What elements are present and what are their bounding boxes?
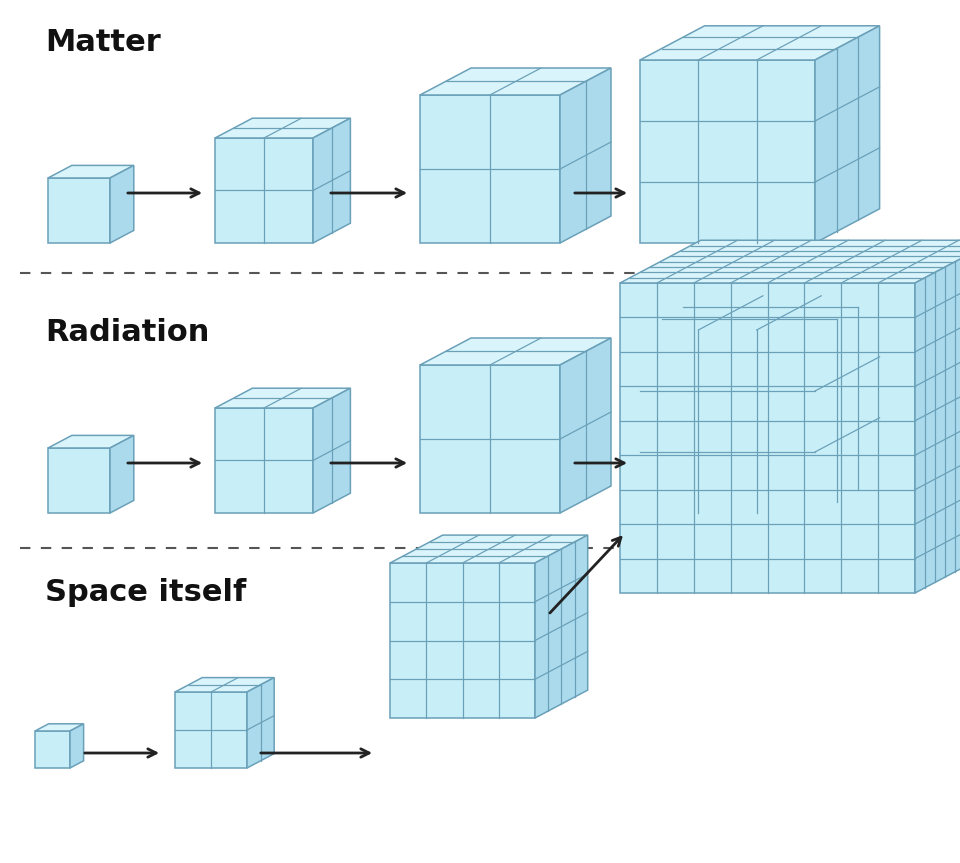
Polygon shape: [535, 535, 588, 718]
Polygon shape: [215, 118, 350, 138]
Polygon shape: [35, 731, 70, 768]
Polygon shape: [420, 338, 611, 365]
Polygon shape: [420, 68, 611, 95]
Polygon shape: [640, 296, 879, 330]
Polygon shape: [48, 448, 110, 513]
Polygon shape: [110, 166, 133, 243]
Polygon shape: [620, 283, 915, 593]
Polygon shape: [620, 240, 960, 283]
Polygon shape: [420, 95, 560, 243]
Polygon shape: [390, 563, 535, 718]
Polygon shape: [313, 388, 350, 513]
Text: Space itself: Space itself: [45, 578, 247, 607]
Polygon shape: [247, 677, 275, 768]
Polygon shape: [48, 436, 133, 448]
Polygon shape: [70, 724, 84, 768]
Polygon shape: [640, 26, 879, 60]
Polygon shape: [640, 330, 815, 513]
Polygon shape: [390, 535, 588, 563]
Text: Matter: Matter: [45, 28, 160, 57]
Polygon shape: [420, 365, 560, 513]
Polygon shape: [560, 68, 611, 243]
Polygon shape: [48, 166, 133, 178]
Polygon shape: [640, 60, 815, 243]
Polygon shape: [110, 436, 133, 513]
Polygon shape: [215, 388, 350, 408]
Polygon shape: [815, 26, 879, 243]
Polygon shape: [915, 240, 960, 593]
Text: Radiation: Radiation: [45, 318, 209, 347]
Polygon shape: [48, 178, 110, 243]
Polygon shape: [215, 408, 313, 513]
Polygon shape: [35, 724, 84, 731]
Polygon shape: [215, 138, 313, 243]
Polygon shape: [815, 296, 879, 513]
Polygon shape: [175, 692, 247, 768]
Polygon shape: [313, 118, 350, 243]
Polygon shape: [175, 677, 275, 692]
Polygon shape: [560, 338, 611, 513]
